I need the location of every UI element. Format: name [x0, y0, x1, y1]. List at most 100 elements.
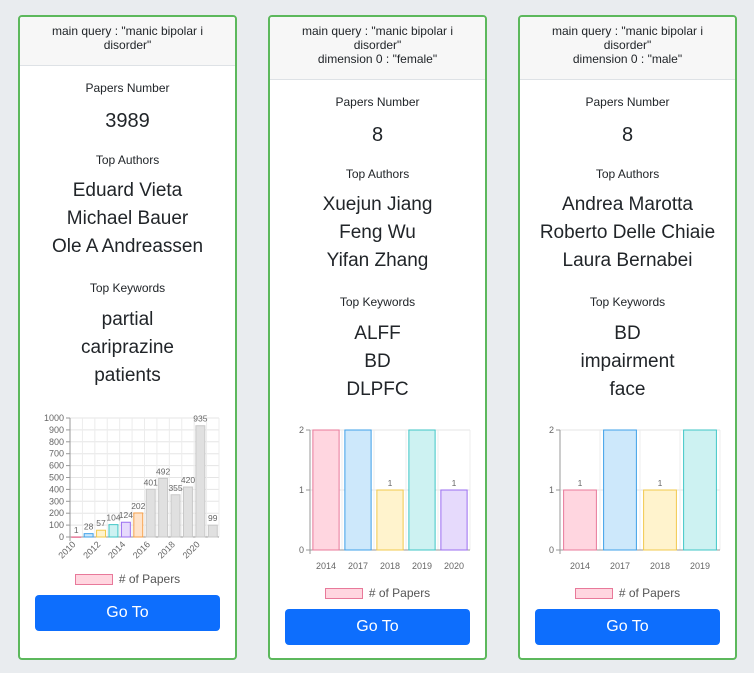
data-label: 99	[208, 513, 218, 523]
y-tick-label: 2	[549, 425, 554, 435]
x-tick-label: 2018	[380, 561, 400, 571]
x-tick-label: 2019	[412, 561, 432, 571]
y-tick-label: 1000	[44, 413, 64, 423]
top-keywords-list: partial cariprazine patients	[20, 306, 235, 390]
papers-count: 3989	[105, 110, 150, 132]
papers-bar-chart: 0 1 2 1 1 2014 2017 2018 2019 2020	[299, 425, 471, 571]
papers-count: 8	[371, 124, 384, 146]
header-line: disorder"	[603, 38, 652, 52]
y-tick-label: 300	[49, 496, 64, 506]
top-keywords-label: Top Keywords	[589, 295, 666, 309]
data-label: 202	[131, 501, 145, 511]
top-authors-label: Top Authors	[95, 153, 160, 167]
papers-number-label: Papers Number	[585, 95, 670, 109]
papers-bar-chart: 0 1 2 1 1 2014 2017 2018 2019	[549, 425, 721, 571]
bar	[408, 429, 436, 551]
bar	[133, 512, 144, 538]
papers-number-label: Papers Number	[335, 95, 420, 109]
legend-swatch	[74, 573, 113, 585]
legend-label: # of Papers	[118, 572, 181, 586]
keyword: ALFF	[354, 323, 401, 344]
keyword: patients	[94, 365, 161, 386]
legend-label: # of Papers	[368, 586, 431, 600]
keyword: BD	[364, 351, 391, 372]
x-tick-label: 2018	[650, 561, 670, 571]
papers-number-label: Papers Number	[85, 81, 170, 95]
top-keywords-label: Top Keywords	[89, 281, 166, 295]
result-card-female: main query : "manic bipolar i disorder" …	[268, 15, 487, 660]
y-tick-label: 200	[49, 508, 64, 518]
x-tick-label: 2018	[156, 539, 177, 560]
keyword: impairment	[580, 351, 675, 372]
x-tick-label: 2014	[316, 561, 336, 571]
author-name: Ole A Andreassen	[51, 236, 204, 257]
author-name: Eduard Vieta	[72, 180, 183, 201]
result-card-male: main query : "manic bipolar i disorder" …	[518, 15, 737, 660]
result-card-main: main query : "manic bipolar i disorder" …	[18, 15, 237, 660]
y-tick-label: 600	[49, 461, 64, 471]
author-name: Yifan Zhang	[326, 250, 429, 271]
bar	[108, 524, 119, 538]
data-label: 492	[156, 466, 170, 476]
keyword: BD	[614, 323, 641, 344]
bar	[158, 477, 169, 538]
papers-count: 8	[621, 124, 634, 146]
y-tick-label: 1	[549, 485, 554, 495]
top-authors-list: Andrea Marotta Roberto Delle Chiaie Laur…	[520, 191, 735, 275]
author-name: Roberto Delle Chiaie	[539, 222, 716, 243]
bar	[207, 524, 218, 538]
y-tick-label: 800	[49, 437, 64, 447]
bar	[96, 529, 107, 538]
bar	[83, 533, 94, 538]
legend-label: # of Papers	[618, 586, 681, 600]
y-tick-label: 100	[49, 520, 64, 530]
x-tick-label: 2016	[131, 539, 152, 560]
x-tick-label: 2020	[444, 561, 464, 571]
data-label: 1	[452, 478, 457, 488]
y-tick-label: 700	[49, 449, 64, 459]
bar	[120, 521, 131, 538]
x-tick-label: 2012	[81, 539, 102, 560]
card-header: main query : "manic bipolar i disorder" …	[520, 17, 735, 80]
bar	[195, 425, 206, 538]
card-header: main query : "manic bipolar i disorder" …	[270, 17, 485, 80]
header-line: disorder"	[353, 38, 402, 52]
header-line: main query : "manic bipolar i	[52, 24, 203, 38]
go-to-button[interactable]: Go To	[285, 609, 470, 645]
top-keywords-list: BD impairment face	[520, 320, 735, 404]
author-name: Michael Bauer	[66, 208, 189, 229]
bar	[643, 489, 677, 551]
bar	[145, 488, 156, 538]
go-to-button[interactable]: Go To	[35, 595, 220, 631]
bar	[71, 536, 82, 538]
top-authors-label: Top Authors	[345, 167, 410, 181]
top-keywords-list: ALFF BD DLPFC	[270, 320, 485, 404]
keyword: cariprazine	[81, 337, 174, 358]
header-line: dimension 0 : "male"	[572, 52, 683, 66]
x-tick-label: 2014	[106, 539, 127, 560]
keyword: face	[609, 379, 646, 400]
data-label: 401	[144, 477, 158, 487]
y-tick-label: 500	[49, 473, 64, 483]
bar	[182, 486, 193, 538]
chart-legend: # of Papers	[520, 586, 735, 600]
legend-swatch	[574, 587, 613, 599]
y-tick-label: 0	[59, 532, 64, 542]
data-label: 935	[193, 414, 207, 424]
keyword: partial	[101, 309, 154, 330]
x-tick-label: 2017	[348, 561, 368, 571]
bar	[170, 494, 181, 538]
x-tick-label: 2010	[56, 539, 77, 560]
y-tick-label: 0	[299, 545, 304, 555]
bar	[376, 489, 404, 551]
data-label: 420	[181, 475, 195, 485]
data-label: 57	[96, 518, 106, 528]
bar	[563, 489, 597, 551]
go-to-button[interactable]: Go To	[535, 609, 720, 645]
chart-legend: # of Papers	[270, 586, 485, 600]
header-line: main query : "manic bipolar i	[302, 24, 453, 38]
author-name: Feng Wu	[339, 222, 416, 243]
data-label: 1	[388, 478, 393, 488]
bar	[312, 429, 340, 551]
